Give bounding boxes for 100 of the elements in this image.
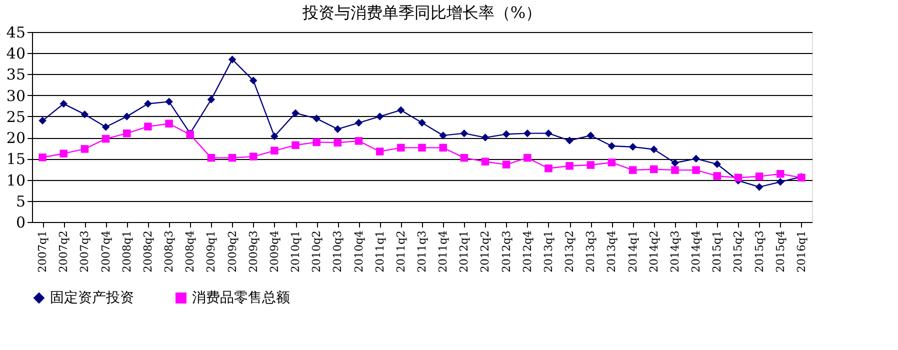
point [207, 154, 216, 162]
x-tick-label: 2007q3 [78, 230, 92, 273]
point [376, 112, 384, 120]
x-tick-label: 2007q4 [99, 230, 112, 273]
x-tick-label: 2012q1 [458, 230, 471, 273]
legend-label: 消费品零售总额 [192, 290, 290, 306]
point [481, 158, 490, 166]
x-tick-label: 2012q3 [500, 230, 513, 273]
point [249, 152, 258, 160]
x-tick-label: 2013q1 [542, 230, 555, 273]
point [755, 183, 764, 191]
y-tick-label: 15 [6, 150, 26, 168]
x-tick-label: 2014q3 [668, 230, 682, 273]
x-tick-label: 2010q2 [310, 230, 324, 273]
x-tick-label: 2011q4 [436, 230, 450, 273]
y-tick-label: 40 [6, 44, 26, 63]
x-tick-label: 2013q3 [584, 230, 598, 273]
point [439, 144, 447, 152]
point [80, 110, 89, 118]
point [228, 56, 236, 64]
point [481, 134, 490, 142]
point [671, 159, 679, 167]
x-tick-label: 2015q1 [710, 230, 724, 273]
y-tick-label: 25 [6, 108, 26, 126]
point [165, 98, 173, 106]
x-tick-label: 2009q4 [268, 230, 281, 273]
x-tick-label: 2008q2 [141, 230, 154, 273]
point [144, 122, 152, 130]
point [586, 132, 595, 140]
x-tick-label: 2010q1 [289, 230, 302, 273]
point [165, 120, 173, 128]
point [544, 164, 552, 172]
point [122, 112, 131, 120]
y-tick-label: 5 [16, 192, 26, 210]
x-tick-label: 2011q3 [416, 230, 428, 273]
point [38, 116, 46, 125]
x-tick-label: 2010q4 [352, 230, 366, 273]
point [397, 106, 405, 114]
point [628, 142, 637, 151]
x-tick-label: 2009q1 [204, 230, 218, 273]
y-tick-label: 45 [6, 24, 26, 42]
point [460, 154, 468, 162]
point [102, 123, 110, 131]
x-tick-label: 2009q2 [226, 230, 239, 273]
x-tick-label: 2014q2 [647, 230, 660, 273]
point [734, 174, 742, 182]
x-tick-label: 2008q1 [120, 230, 134, 273]
point [713, 160, 722, 168]
point [628, 166, 637, 174]
point [60, 150, 68, 158]
point [270, 132, 278, 140]
point [502, 130, 510, 138]
y-tick-label: 10 [6, 171, 26, 190]
y-tick-label: 20 [6, 129, 26, 148]
point [102, 134, 110, 143]
point [755, 172, 764, 180]
point [354, 118, 363, 127]
x-tick-label: 2008q3 [162, 230, 176, 273]
x-tick-label: 2007q2 [57, 230, 70, 273]
point [671, 166, 679, 174]
point [397, 144, 405, 152]
point [418, 144, 426, 152]
x-tick-label: 2011q2 [394, 230, 408, 273]
x-tick-label: 2014q1 [626, 230, 640, 273]
x-tick-label: 2015q4 [774, 230, 787, 273]
point [60, 100, 68, 108]
point [713, 172, 722, 180]
point [228, 154, 236, 162]
point [207, 96, 216, 104]
point [439, 132, 447, 140]
x-tick-label: 2008q4 [184, 230, 197, 273]
x-tick-label: 2015q3 [752, 230, 766, 273]
x-tick-label: 2007q1 [36, 230, 50, 273]
x-tick-label: 2011q1 [373, 230, 386, 273]
y-tick-label: 35 [6, 66, 26, 84]
point [692, 166, 700, 174]
point [270, 146, 278, 155]
x-tick-label: 2014q4 [690, 230, 703, 273]
x-tick-label: 2010q3 [331, 230, 344, 273]
legend-label: 固定资产投资 [50, 290, 134, 306]
point [544, 129, 552, 138]
point [692, 154, 700, 163]
point [292, 141, 300, 150]
x-tick-label: 2016q1 [794, 230, 808, 273]
point [249, 76, 258, 84]
point [334, 138, 342, 146]
x-tick-label: 2009q3 [246, 230, 260, 273]
point [502, 160, 510, 168]
x-tick-label: 2013q2 [563, 230, 576, 273]
point [80, 145, 89, 153]
point [334, 125, 342, 133]
point [776, 178, 784, 186]
x-tick-label: 2015q2 [732, 230, 745, 273]
point [144, 100, 152, 108]
x-tick-label: 2012q4 [520, 230, 534, 273]
point [650, 165, 658, 174]
point [38, 154, 46, 162]
point [586, 161, 595, 169]
point [566, 162, 574, 170]
point [460, 129, 468, 138]
